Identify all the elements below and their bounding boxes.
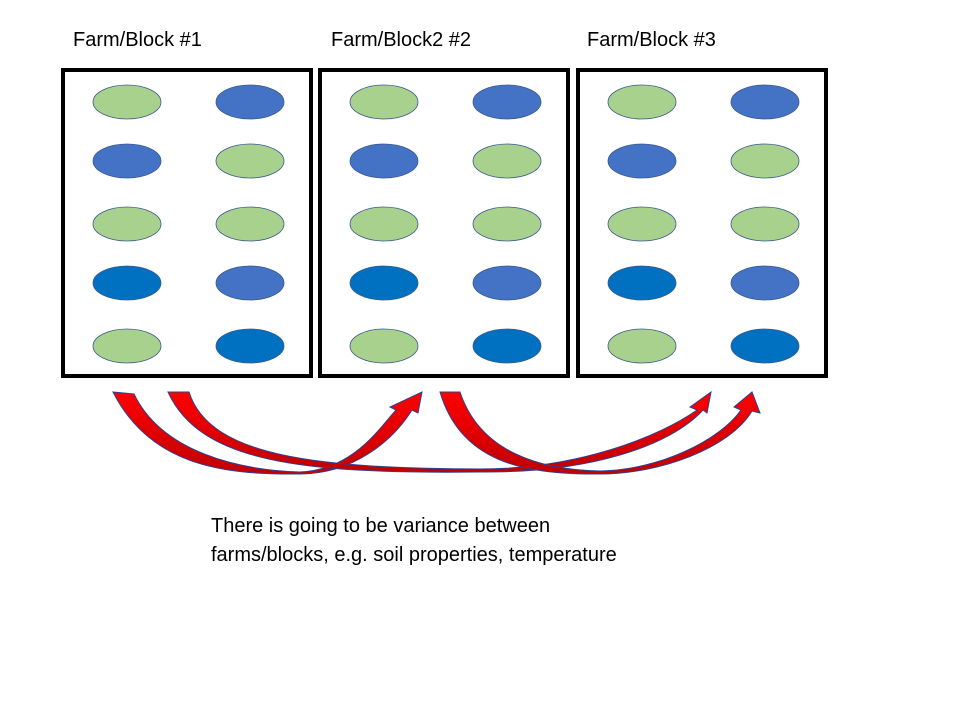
plot-light-green <box>349 328 419 364</box>
plot-light-green <box>215 206 285 242</box>
plot-mid-blue <box>730 265 800 301</box>
plot-dark-blue <box>92 265 162 301</box>
plot-dark-blue <box>607 265 677 301</box>
plot-mid-blue <box>215 265 285 301</box>
plot-light-green <box>215 143 285 179</box>
farm-block-3 <box>576 68 828 378</box>
plot-mid-blue <box>472 265 542 301</box>
plot-light-green <box>349 206 419 242</box>
plot-dark-blue <box>730 328 800 364</box>
arrow-block2-to-block3 <box>439 391 761 475</box>
plot-light-green <box>607 84 677 120</box>
caption-line-2: farms/blocks, e.g. soil properties, temp… <box>211 544 617 566</box>
plot-dark-blue <box>215 328 285 364</box>
plot-light-green <box>92 84 162 120</box>
plot-mid-blue <box>472 84 542 120</box>
block-2-label: Farm/Block2 #2 <box>331 29 472 51</box>
plot-light-green <box>472 143 542 179</box>
arrow-block1-to-block3 <box>167 390 712 473</box>
plot-light-green <box>730 206 800 242</box>
blocks-layer <box>61 68 828 378</box>
plot-light-green <box>349 84 419 120</box>
plot-mid-blue <box>92 143 162 179</box>
block-3-label: Farm/Block #3 <box>587 29 716 51</box>
plot-light-green <box>92 206 162 242</box>
plot-mid-blue <box>349 143 419 179</box>
plot-mid-blue <box>730 84 800 120</box>
variance-caption: There is going to be variance between fa… <box>211 512 731 570</box>
plot-light-green <box>607 328 677 364</box>
caption-line-1: There is going to be variance between <box>211 515 551 537</box>
farm-block-2 <box>318 68 570 378</box>
plot-light-green <box>730 143 800 179</box>
block-1-label: Farm/Block #1 <box>73 29 202 51</box>
plot-dark-blue <box>472 328 542 364</box>
plot-light-green <box>607 206 677 242</box>
plot-light-green <box>472 206 542 242</box>
farm-block-1 <box>61 68 313 378</box>
arrows-layer <box>112 390 761 475</box>
arrow-block1-to-block2 <box>112 391 423 475</box>
plot-dark-blue <box>349 265 419 301</box>
plot-mid-blue <box>215 84 285 120</box>
plot-mid-blue <box>607 143 677 179</box>
plot-light-green <box>92 328 162 364</box>
